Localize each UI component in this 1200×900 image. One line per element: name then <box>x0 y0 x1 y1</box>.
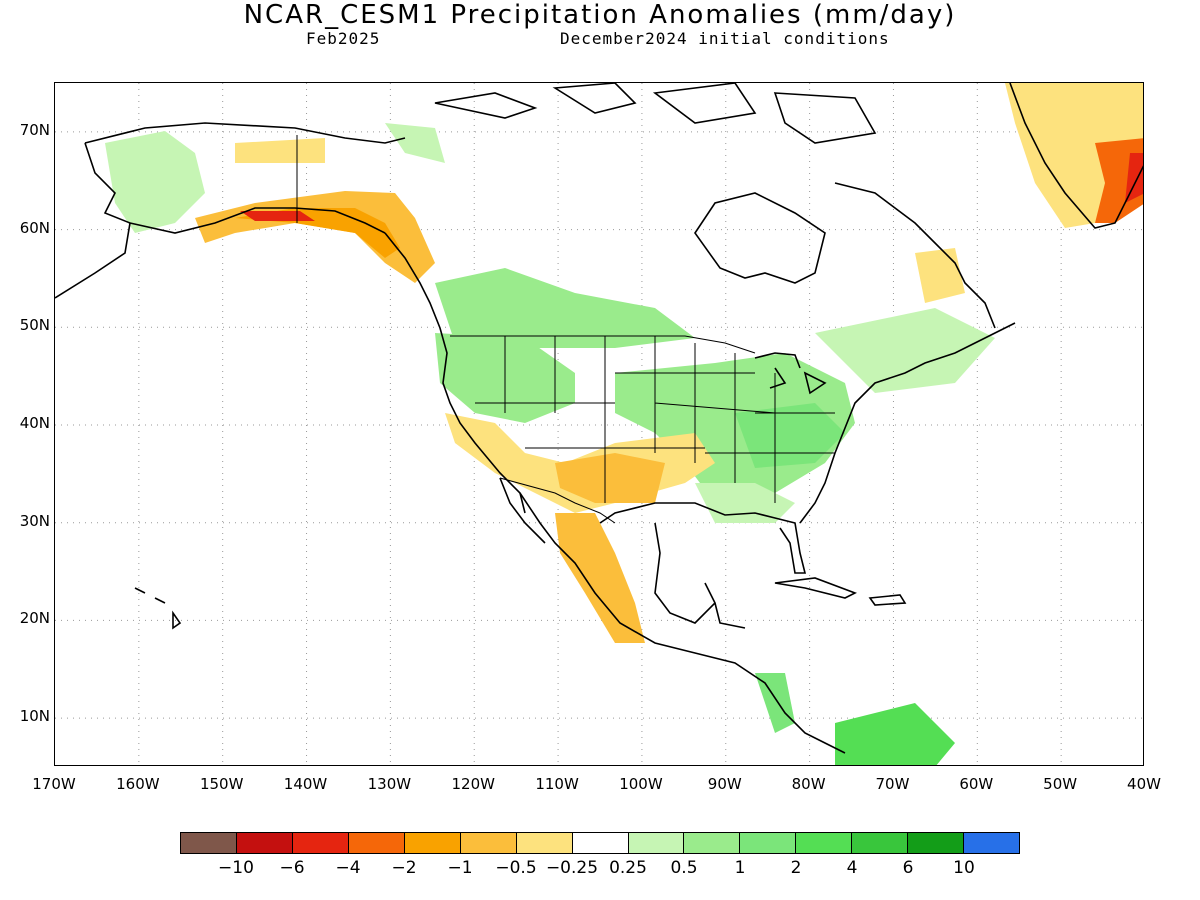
greenland-coast <box>1009 83 1143 229</box>
hispaniola <box>868 594 907 606</box>
lat-label-40n: 40N <box>19 414 50 432</box>
colorbar-tick-label: 0.5 <box>670 858 698 878</box>
map-plot-area <box>54 82 1144 766</box>
colorbar <box>180 832 1020 854</box>
northeast-wet <box>815 308 995 393</box>
colorbar-tick-label: −0.25 <box>545 858 599 878</box>
precipitation-anomaly-map <box>55 83 1143 765</box>
western-canada-wet <box>435 268 695 348</box>
alaska-coast <box>55 122 406 299</box>
lon-label: 100W <box>619 775 663 793</box>
colorbar-tick-label: 6 <box>902 858 914 878</box>
colorbar-swatch <box>404 833 461 853</box>
graticule <box>55 83 1143 765</box>
lat-label-50n: 50N <box>19 316 50 334</box>
lon-label: 70W <box>875 775 910 793</box>
canada-north-wet <box>385 123 445 163</box>
gulf-of-mexico-coast <box>599 502 807 629</box>
east-coast <box>799 322 1016 524</box>
colorbar-swatch <box>796 833 853 853</box>
us-state-lines <box>475 336 835 503</box>
baja-california-coast <box>499 477 546 544</box>
lon-label: 60W <box>959 775 994 793</box>
lon-label: 110W <box>535 775 579 793</box>
colorbar-tick-label: −1 <box>447 858 473 878</box>
lat-label-30n: 30N <box>19 512 50 530</box>
us-canada-border <box>450 335 756 354</box>
lon-label: 140W <box>283 775 328 793</box>
lon-label: 80W <box>791 775 826 793</box>
colorbar-swatch <box>348 833 405 853</box>
lon-label: 150W <box>199 775 244 793</box>
labrador-dry <box>915 248 965 303</box>
arctic-islands <box>434 83 877 144</box>
colorbar-swatch <box>236 833 293 853</box>
political-boundaries <box>296 135 835 524</box>
northern-south-america-wet <box>835 703 955 765</box>
hudson-bay <box>694 192 826 284</box>
colorbar-swatch <box>628 833 685 853</box>
colorbar-swatch <box>740 833 797 853</box>
colorbar-tick-label: −10 <box>218 858 254 878</box>
anomaly-shading <box>105 83 1143 765</box>
colorbar-swatch <box>460 833 517 853</box>
colorbar-tick-label: −0.5 <box>495 858 537 878</box>
cuba <box>774 577 857 599</box>
ohio-valley-wet <box>735 403 845 468</box>
coastlines <box>55 83 1143 754</box>
lon-label: 120W <box>451 775 495 793</box>
colorbar-tick-label: −2 <box>391 858 417 878</box>
colorbar-swatch <box>516 833 573 853</box>
north-america-west-coast <box>384 232 846 754</box>
lat-label-70n: 70N <box>19 121 50 139</box>
lon-label: 40W <box>1127 775 1161 793</box>
alaska-wet-area <box>105 131 205 233</box>
colorbar-tick-label: 2 <box>790 858 802 878</box>
colorbar-swatch <box>852 833 909 853</box>
colorbar-swatch <box>292 833 349 853</box>
lat-label-60n: 60N <box>19 219 50 237</box>
labrador-coast <box>834 182 996 329</box>
central-america-wet <box>755 673 795 733</box>
colorbar-tick-label: 10 <box>953 858 975 878</box>
map-title: NCAR_CESM1 Precipitation Anomalies (mm/d… <box>243 0 957 30</box>
mexico-dry <box>555 513 645 643</box>
colorbar-tick-label: −6 <box>279 858 305 878</box>
colorbar-swatch <box>572 833 629 853</box>
colorbar-tick-label: 4 <box>846 858 858 878</box>
alaska-north-dry <box>235 138 325 163</box>
lon-label: 160W <box>116 775 160 793</box>
colorbar-swatch <box>684 833 741 853</box>
alaska-gulf-strong-dry <box>240 211 315 221</box>
colorbar-swatch <box>964 833 1020 853</box>
lon-label: 50W <box>1043 775 1078 793</box>
colorbar-swatch <box>908 833 965 853</box>
lat-label-10n: 10N <box>19 707 50 725</box>
lon-label: 90W <box>707 775 742 793</box>
lon-label: 170W <box>32 775 76 793</box>
hawaii <box>134 587 182 630</box>
colorbar-tick-label: −4 <box>335 858 361 878</box>
us-mexico-border <box>499 477 616 524</box>
greenland-east-strong-dry <box>1125 153 1143 203</box>
southern-plains-dry <box>555 453 665 503</box>
colorbar-tick-label: 1 <box>734 858 746 878</box>
forecast-month: Feb2025 <box>306 29 381 48</box>
lon-label: 130W <box>367 775 412 793</box>
initial-conditions-label: December2024 initial conditions <box>560 29 890 48</box>
colorbar-tick-label: 0.25 <box>609 858 647 878</box>
lat-label-20n: 20N <box>19 609 50 627</box>
colorbar-swatch <box>181 833 237 853</box>
alaska-south-coast-dry <box>195 191 435 283</box>
